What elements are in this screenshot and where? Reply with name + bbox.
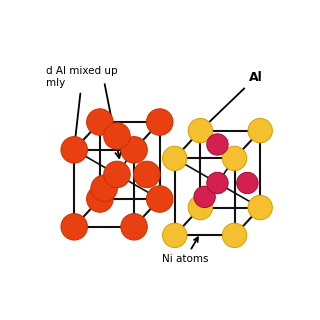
Text: Al: Al bbox=[204, 71, 263, 127]
Circle shape bbox=[207, 172, 228, 194]
Circle shape bbox=[222, 223, 247, 248]
Circle shape bbox=[188, 118, 212, 143]
Circle shape bbox=[91, 175, 117, 202]
Circle shape bbox=[61, 213, 87, 240]
Circle shape bbox=[147, 109, 173, 135]
Circle shape bbox=[188, 196, 212, 220]
Text: d Al mixed up
mly: d Al mixed up mly bbox=[46, 66, 118, 143]
Circle shape bbox=[222, 146, 247, 171]
Circle shape bbox=[61, 137, 87, 163]
Circle shape bbox=[194, 186, 215, 208]
Circle shape bbox=[163, 223, 187, 248]
Circle shape bbox=[147, 186, 173, 212]
Circle shape bbox=[163, 146, 187, 171]
Circle shape bbox=[87, 109, 113, 135]
Circle shape bbox=[237, 172, 258, 194]
Circle shape bbox=[121, 137, 147, 163]
Circle shape bbox=[248, 118, 272, 143]
Circle shape bbox=[121, 213, 147, 240]
Text: Ni atoms: Ni atoms bbox=[162, 237, 209, 264]
Circle shape bbox=[104, 161, 130, 188]
Circle shape bbox=[248, 196, 272, 220]
Circle shape bbox=[87, 186, 113, 212]
Circle shape bbox=[104, 123, 130, 149]
Circle shape bbox=[207, 134, 228, 155]
Circle shape bbox=[134, 161, 160, 188]
